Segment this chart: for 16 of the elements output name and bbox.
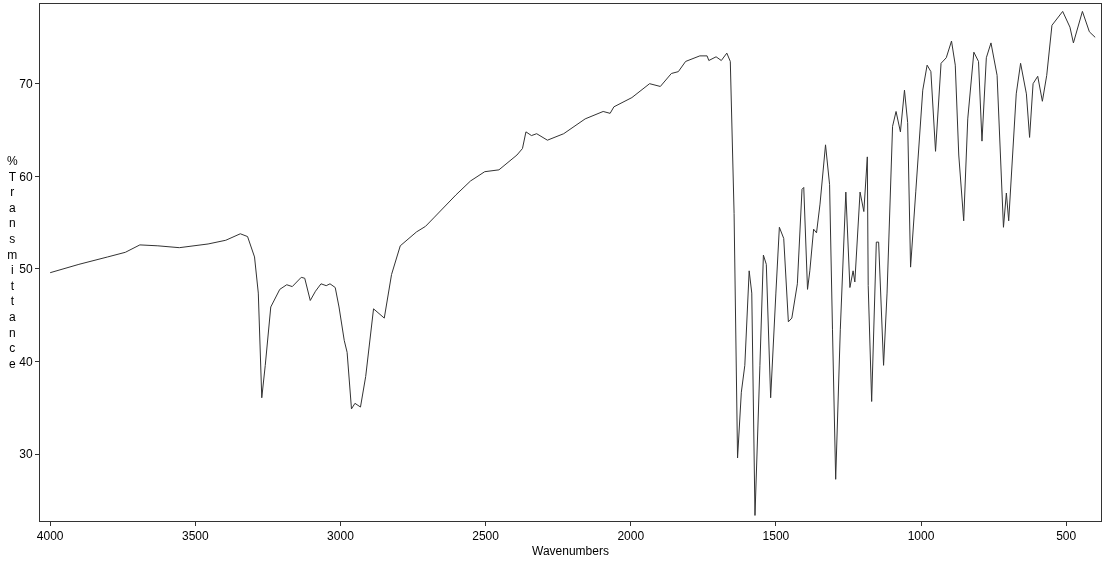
line-series [49, 10, 1096, 516]
x-tick-label: 1000 [907, 529, 935, 544]
y-tick-label: 70 [19, 76, 33, 91]
x-tick-label: 2000 [617, 529, 645, 544]
y-tick-label: 50 [19, 262, 33, 277]
text: %Transmittance [7, 154, 18, 371]
x-tick-label: 500 [1056, 529, 1077, 544]
y-tick-label: 40 [19, 354, 33, 369]
x-tick-label: 1500 [762, 529, 790, 544]
y-tick-label: 30 [19, 447, 33, 462]
x-tick-label: 3000 [327, 529, 355, 544]
y-tick-label: 60 [19, 169, 33, 184]
x-tick-label: 3500 [181, 529, 209, 544]
x-tick-label: 2500 [472, 529, 500, 544]
x-tick-label: 4000 [36, 529, 64, 544]
x-axis-title: Wavenumbers [532, 544, 609, 559]
